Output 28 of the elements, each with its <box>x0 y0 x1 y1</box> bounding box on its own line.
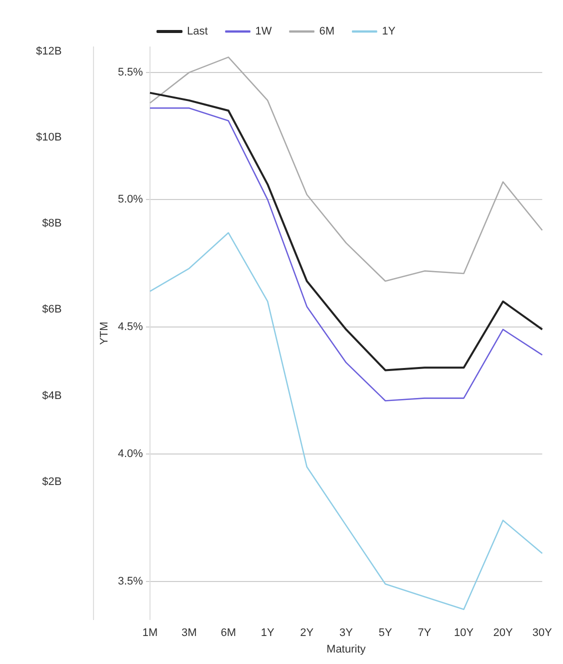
y-tick-label: 5.0% <box>118 194 144 206</box>
y-tick-label: 3.5% <box>118 575 144 588</box>
x-tick-label: 30Y <box>532 627 553 640</box>
y-axis-title: YTM <box>98 322 110 345</box>
y2-tick-label: $12B <box>36 45 62 58</box>
y2-tick-label: $8B <box>42 218 62 230</box>
x-axis-title: Maturity <box>326 643 366 656</box>
x-tick-label: 1Y <box>260 627 276 640</box>
legend-label: 6M <box>319 26 335 38</box>
x-tick-label: 2Y <box>300 627 314 640</box>
y-tick-label: 4.5% <box>118 320 144 333</box>
x-tick-label: 3Y <box>339 627 354 640</box>
legend-label: 1W <box>255 26 272 38</box>
y2-tick-label: $10B <box>36 131 62 144</box>
y-tick-label: 5.5% <box>118 66 144 78</box>
x-tick-label: 20Y <box>493 627 514 640</box>
y-tick-label: 4.0% <box>118 448 144 460</box>
x-tick-label: 6M <box>220 627 236 640</box>
x-tick-label: 3M <box>182 627 197 640</box>
legend-label: 1Y <box>382 26 396 38</box>
x-tick-label: 7Y <box>418 627 432 640</box>
x-tick-label: 1M <box>142 627 158 640</box>
x-tick-label: 10Y <box>454 627 474 640</box>
y2-tick-label: $4B <box>42 390 62 402</box>
y2-tick-label: $2B <box>42 476 62 488</box>
y2-tick-label: $6B <box>42 304 62 316</box>
legend-label: Last <box>186 26 208 38</box>
x-tick-label: 5Y <box>378 627 393 640</box>
